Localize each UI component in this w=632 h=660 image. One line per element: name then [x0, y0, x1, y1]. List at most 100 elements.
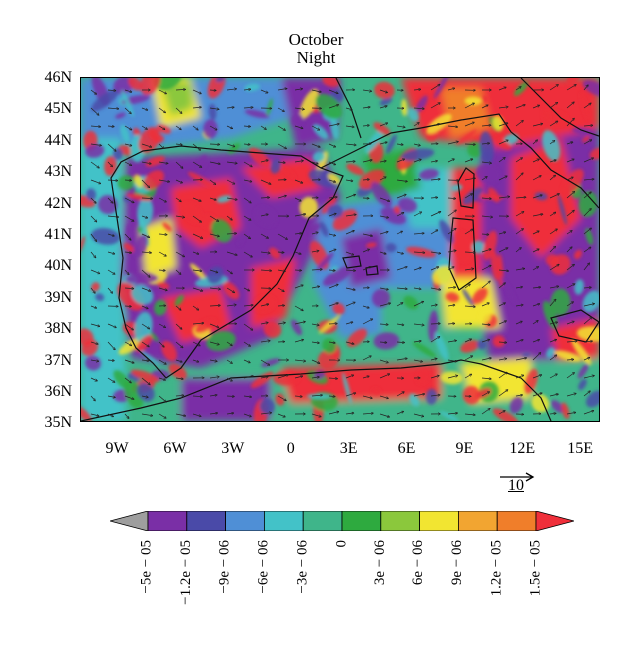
wind-vector	[124, 197, 134, 203]
wind-vector	[345, 161, 355, 162]
colorbar-segment	[380, 511, 420, 531]
wind-vector	[124, 395, 134, 399]
wind-vector	[566, 412, 576, 415]
wind-vector	[209, 395, 217, 396]
wind-vector	[396, 303, 403, 307]
wind-vector	[498, 107, 508, 108]
colorbar-segment	[419, 511, 459, 531]
wind-vector	[209, 161, 220, 164]
wind-vector	[311, 89, 321, 92]
wind-vector	[515, 158, 523, 163]
wind-vector	[226, 179, 235, 184]
longitude-label: 9E	[455, 440, 474, 457]
wind-vector	[107, 413, 114, 417]
wind-vector	[515, 340, 523, 343]
wind-vector	[209, 179, 216, 185]
wind-vector	[362, 125, 369, 126]
wind-vector	[209, 360, 217, 361]
wind-vector	[226, 89, 237, 90]
wind-vector	[413, 123, 419, 127]
wind-vector	[243, 144, 250, 145]
latitude-label: 44N	[44, 131, 72, 149]
wind-vector	[447, 287, 456, 288]
wind-vector	[532, 304, 540, 307]
longitude-label: 6E	[397, 440, 416, 457]
wind-vector	[379, 197, 390, 201]
wind-vector	[277, 162, 285, 163]
longitude-label: 9W	[105, 440, 129, 457]
wind-vector	[260, 160, 268, 163]
wind-vector	[158, 107, 166, 113]
wind-vector	[498, 303, 505, 307]
wind-vector	[294, 322, 305, 325]
wind-vector	[107, 396, 115, 398]
wind-vector	[345, 375, 354, 379]
wind-vector	[175, 323, 182, 329]
wind-vector	[311, 324, 319, 325]
wind-vector	[90, 341, 98, 344]
wind-vector	[141, 323, 150, 329]
wind-vector	[464, 306, 475, 307]
wind-vector	[498, 157, 505, 163]
wind-vector	[158, 323, 166, 328]
wind-vector	[192, 143, 201, 150]
wind-vector	[447, 210, 456, 217]
chart-title-line1: October	[288, 30, 344, 49]
wind-vector	[498, 321, 507, 325]
colorbar-segment	[496, 511, 537, 531]
wind-vector	[124, 341, 132, 346]
wind-vector	[175, 216, 185, 217]
wind-vector	[124, 413, 129, 419]
wind-vector	[294, 214, 306, 217]
wind-vector	[583, 341, 593, 342]
wind-vector	[515, 305, 523, 306]
wind-vector	[209, 144, 220, 145]
wind-vector	[362, 233, 373, 236]
wind-vector	[107, 323, 116, 328]
wind-vector	[158, 377, 166, 380]
wind-vector	[192, 125, 198, 130]
wind-vector	[566, 341, 577, 342]
wind-vector	[311, 143, 320, 147]
wind-vector	[124, 323, 134, 330]
wind-vector	[90, 251, 96, 258]
wind-vector	[549, 175, 556, 181]
wind-vector	[515, 287, 523, 288]
wind-vector	[260, 89, 268, 93]
wind-vector	[549, 264, 559, 271]
wind-vector	[328, 179, 336, 182]
wind-vector	[396, 324, 404, 325]
latitude-label: 38N	[44, 320, 72, 338]
wind-vector	[549, 85, 558, 91]
wind-vector	[260, 252, 270, 253]
wind-vector	[430, 84, 440, 91]
wind-vector	[294, 360, 306, 361]
wind-vector	[141, 179, 150, 188]
wind-vector	[175, 125, 181, 130]
wind-vector	[158, 413, 166, 418]
wind-vector	[464, 103, 474, 109]
colorbar-label-text: 3e − 06	[371, 540, 388, 586]
colorbar-label-text: 1.5e − 05	[527, 540, 543, 597]
colorbar-segment	[535, 511, 574, 531]
wind-vector	[481, 198, 491, 199]
wind-vector	[277, 375, 289, 379]
wind-vector	[107, 233, 114, 236]
wind-vector	[396, 212, 404, 217]
wind-vector	[328, 124, 339, 127]
wind-vector	[192, 251, 199, 254]
colorbar-label: −3e − 06	[294, 540, 311, 640]
latitude-label: 45N	[44, 100, 72, 118]
wind-vector	[158, 89, 167, 94]
wind-vector	[243, 179, 252, 182]
wind-vector	[243, 376, 253, 379]
colorbar-label-text: 0	[333, 540, 349, 548]
wind-vector	[311, 269, 322, 270]
wind-vector	[311, 251, 319, 252]
wind-vector	[90, 395, 95, 401]
wind-vector	[328, 303, 338, 307]
wind-vector	[158, 234, 167, 235]
wind-vector	[175, 161, 183, 168]
wind-vector	[481, 378, 491, 379]
wind-vector	[277, 270, 285, 272]
